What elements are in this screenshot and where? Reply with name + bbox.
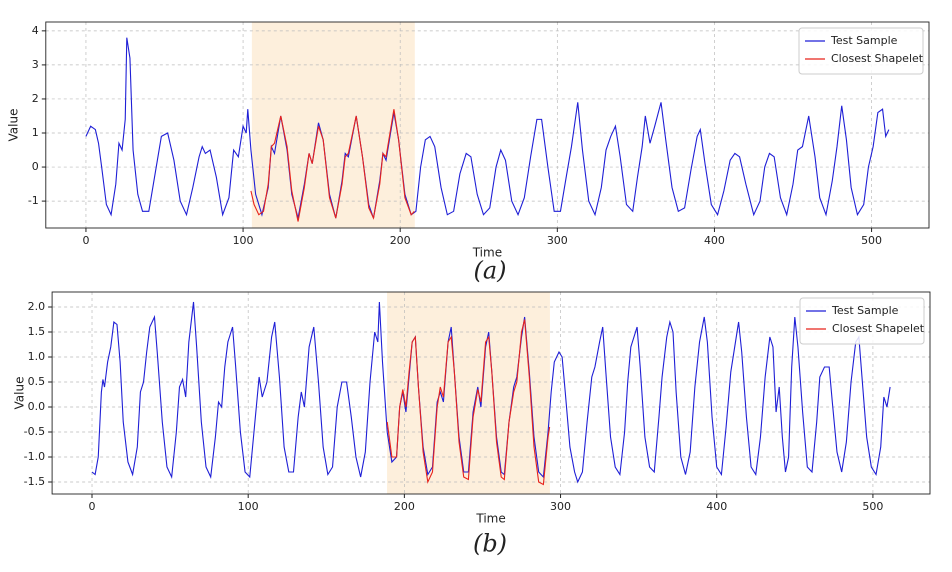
x-tick-label: 500 (862, 500, 883, 513)
series-line (85, 37, 890, 219)
y-tick-label: 1.5 (28, 325, 46, 338)
x-tick-label: 100 (233, 234, 254, 247)
axes-frame (45, 21, 930, 229)
series-line (386, 319, 551, 486)
x-tick-label: 300 (547, 234, 568, 247)
legend-label: Test Sample (830, 34, 898, 47)
y-tick-label: 3 (32, 58, 39, 71)
y-tick-label: 1 (32, 126, 39, 139)
x-axis-label: Time (472, 246, 502, 260)
x-tick-label: 400 (704, 234, 725, 247)
legend-box (798, 27, 924, 75)
y-tick-label: 0.5 (28, 375, 46, 388)
y-tick-label: -1 (28, 194, 39, 207)
legend-label: Test Sample (831, 304, 899, 317)
axes-frame (51, 291, 931, 495)
caption: (a) (473, 257, 506, 285)
y-tick-label: 0.0 (28, 400, 46, 413)
y-tick-label: 2 (32, 92, 39, 105)
legend-label: Closest Shapelet (832, 322, 925, 335)
y-axis-label: Value (6, 109, 20, 142)
x-tick-label: 0 (82, 234, 89, 247)
x-tick-label: 400 (706, 500, 727, 513)
x-tick-label: 0 (89, 500, 96, 513)
y-tick-label: 1.0 (28, 350, 46, 363)
x-tick-label: 200 (390, 234, 411, 247)
x-tick-label: 300 (550, 500, 571, 513)
y-tick-label: 2.0 (28, 300, 46, 313)
x-tick-label: 500 (861, 234, 882, 247)
x-tick-label: 200 (394, 500, 415, 513)
legend-label: Closest Shapelet (831, 52, 924, 65)
y-tick-label: -0.5 (24, 425, 45, 438)
y-tick-label: -1.0 (24, 450, 45, 463)
legend-box (799, 297, 925, 345)
series-line (250, 109, 415, 222)
x-tick-label: 100 (238, 500, 259, 513)
y-tick-label: 0 (32, 160, 39, 173)
x-axis-label: Time (475, 512, 505, 526)
y-axis-label: Value (13, 377, 27, 410)
y-tick-label: -1.5 (24, 475, 45, 488)
highlight-span (251, 22, 415, 228)
y-tick-label: 4 (32, 24, 39, 37)
caption: (b) (473, 530, 507, 558)
